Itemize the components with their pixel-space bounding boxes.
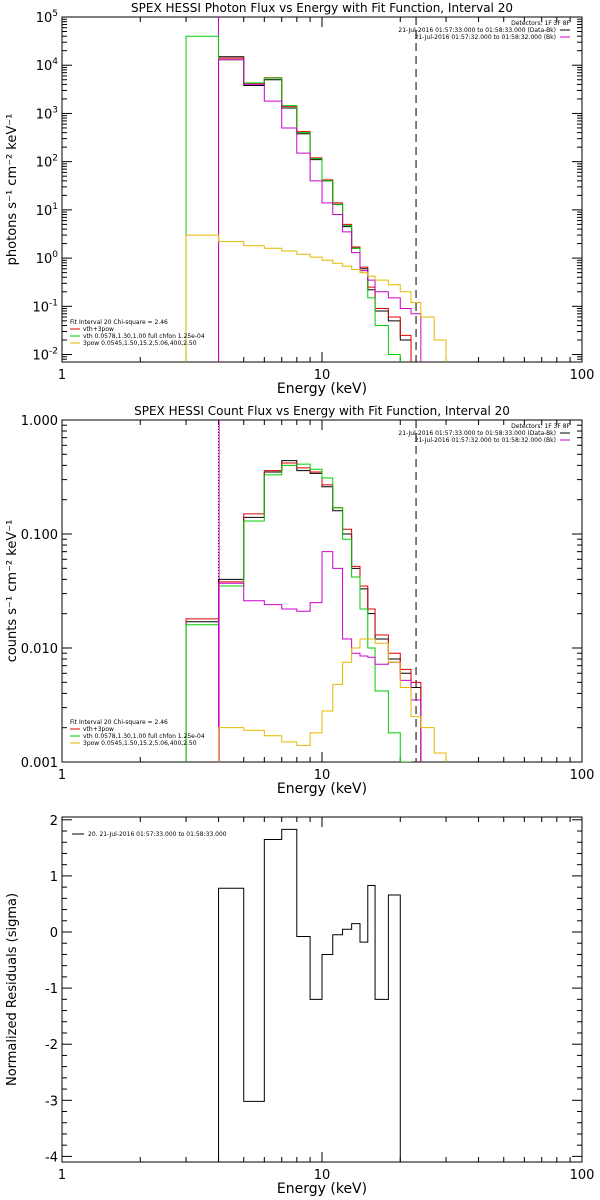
x-axis-label: Energy (keV) [277, 381, 367, 397]
x-tick-label: 100 [570, 768, 595, 783]
series-line-3 [185, 35, 401, 362]
x-tick-label: 1 [58, 768, 66, 783]
fit-legend-entry: 3pow 0.0545,1.50,15.2,5.06,400,2.50 [83, 340, 197, 347]
fit-legend-title: Fit Interval 20 Chi-square = 2.46 [70, 319, 168, 326]
fit-legend-title: Fit Interval 20 Chi-square = 2.46 [70, 719, 168, 726]
y-tick-label: -1 [45, 982, 58, 997]
series-line-5 [218, 638, 447, 762]
y-tick-label: 0.010 [21, 642, 58, 657]
legend-title: Detectors: 1F 3F 8F [511, 20, 570, 27]
x-tick-label: 10 [314, 1168, 331, 1183]
y-tick-label: 0.001 [21, 756, 58, 771]
y-tick-label: 2 [50, 814, 58, 829]
x-tick-label: 1 [58, 1168, 66, 1183]
legend-entry: 21-Jul-2016 01:57:33.000 to 01:58:33.000… [398, 430, 556, 437]
series-line-1 [218, 828, 401, 1162]
y-tick-label: 0.100 [21, 528, 58, 543]
y-tick-label: -4 [45, 1150, 58, 1165]
legend-entry: 21-Jul-2016 01:57:32.000 to 01:58:32.000… [415, 437, 556, 444]
y-tick-label: 100 [36, 250, 59, 267]
y-tick-label: 104 [36, 57, 59, 74]
y-tick-label: -2 [45, 1038, 58, 1053]
fit-legend-entry: 3pow 0.0545,1.50,15.2,5.06,400,2.50 [83, 740, 197, 747]
chart-title: SPEX HESSI Count Flux vs Energy with Fit… [134, 404, 510, 418]
x-tick-label: 100 [570, 368, 595, 383]
x-tick-label: 100 [570, 1168, 595, 1183]
panel-2: 1 10 100 0.001 0.010 0.100 1.000 SPEX HESSI Cou… [5, 404, 594, 797]
x-axis-label: Energy (keV) [277, 781, 367, 797]
panel-3: 1 10 100 -4 -3 -2 -1 0 1 2 Energy (keV) Normalized … [5, 814, 594, 1197]
y-tick-label: 0 [50, 926, 58, 941]
y-tick-label: 101 [36, 202, 58, 219]
legend-entry: 21-Jul-2016 01:57:33.000 to 01:58:33.000… [398, 27, 556, 34]
fit-legend-entry: vth+3pow [83, 726, 114, 733]
y-axis-label: photons s⁻¹ cm⁻² keV⁻¹ [5, 114, 20, 266]
y-tick-label: 10-2 [32, 347, 58, 364]
x-tick-label: 1 [58, 368, 66, 383]
legend-entry: 20. 21-Jul-2016 01:57:33.000 to 01:58:33… [88, 831, 227, 838]
legend-title: Detectors: 1F 3F 8F [511, 423, 570, 430]
y-tick-label: -3 [45, 1094, 58, 1109]
legend-entry: 21-Jul-2016 01:57:32.000 to 01:58:32.000… [415, 34, 556, 41]
x-tick-label: 10 [314, 768, 331, 783]
fit-legend-entry: vth 0.0578,1.30,1.00 full chfon 1.25e-04 [83, 333, 205, 340]
y-tick-label: 1.000 [21, 414, 58, 429]
panel-1: 1 10 100 10-2 10-1 100 101 102 103 104 105 SPEX HES… [5, 1, 594, 397]
y-tick-label: 102 [36, 154, 58, 171]
series-line-2 [218, 57, 412, 362]
y-tick-label: 1 [50, 870, 58, 885]
y-axis-label: Normalized Residuals (sigma) [5, 893, 20, 1086]
y-tick-label: 10-1 [32, 298, 58, 315]
y-tick-label: 105 [36, 9, 58, 26]
series-line-1 [185, 460, 422, 762]
series-line-3 [185, 463, 412, 762]
chart-title: SPEX HESSI Photon Flux vs Energy with Fi… [131, 1, 513, 15]
fit-legend-entry: vth 0.0578,1.30,1.00 full chfon 1.25e-04 [83, 733, 205, 740]
series-line-5 [185, 234, 447, 362]
series-line-4 [218, 59, 422, 362]
series-line-1 [218, 56, 412, 362]
x-axis-label: Energy (keV) [277, 1181, 367, 1197]
fit-legend-entry: vth+3pow [83, 326, 114, 333]
y-axis-label: counts s⁻¹ cm⁻² keV⁻¹ [5, 520, 20, 663]
y-tick-label: 103 [36, 105, 58, 122]
series-line-2 [185, 462, 422, 762]
x-tick-label: 10 [314, 368, 331, 383]
